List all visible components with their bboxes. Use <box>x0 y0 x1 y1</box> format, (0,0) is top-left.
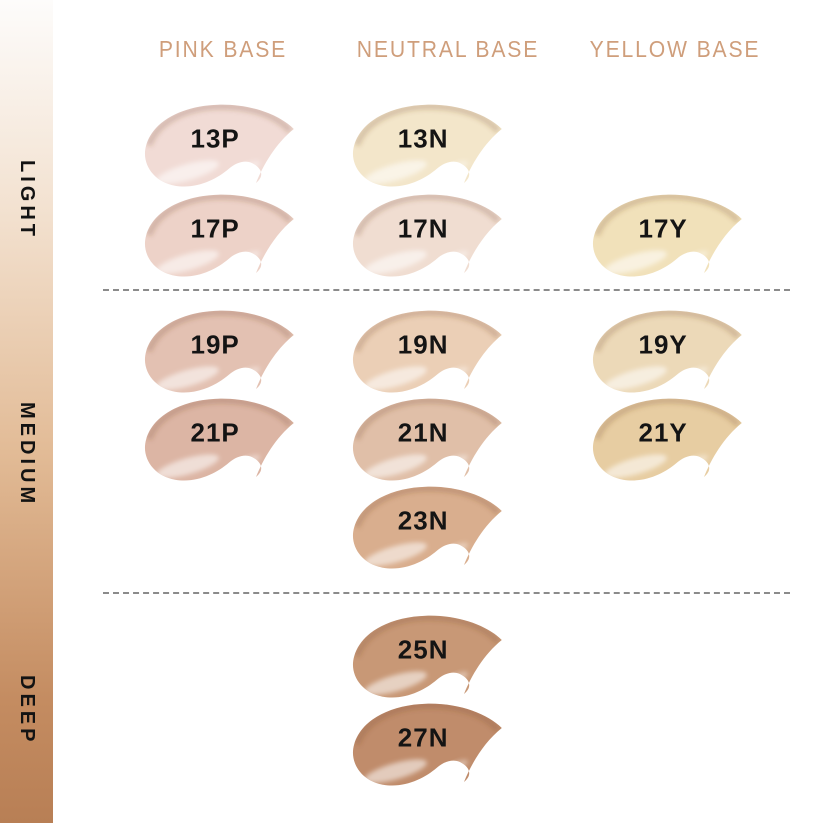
shade-label: 21N <box>397 417 449 448</box>
shade-label: 25N <box>397 634 449 665</box>
smear-gloss-highlight <box>364 759 427 784</box>
smear-shadow-edge <box>353 615 501 658</box>
shade-label: 23N <box>397 505 449 536</box>
smear-shadow-edge <box>145 194 293 237</box>
smear-gloss-highlight <box>604 250 667 275</box>
section-divider-light-medium <box>103 289 790 291</box>
smear-gloss-highlight <box>364 542 427 567</box>
depth-label-light: LIGHT <box>16 160 38 240</box>
shade-label: 13N <box>397 123 449 154</box>
smear-gloss-highlight <box>156 454 219 479</box>
smear-shadow-edge <box>145 104 293 147</box>
shade-label: 19P <box>190 329 240 360</box>
smear-gloss-highlight <box>364 671 427 696</box>
smear-gloss-highlight <box>364 160 427 185</box>
depth-gradient-bar: LIGHT MEDIUM DEEP <box>0 0 53 823</box>
shade-label: 17Y <box>638 213 688 244</box>
smear-shadow-edge <box>353 310 501 353</box>
smear-shadow-edge <box>353 486 501 529</box>
shade-label: 19Y <box>638 329 688 360</box>
shade-swatch-19y[interactable]: 19Y <box>587 306 749 400</box>
smear-shadow-edge <box>353 398 501 441</box>
shade-swatch-21p[interactable]: 21P <box>139 394 301 488</box>
smear-shadow-edge <box>593 398 741 441</box>
depth-label-deep: DEEP <box>16 674 38 746</box>
shade-label: 17P <box>190 213 240 244</box>
smear-gloss-highlight <box>604 454 667 479</box>
shade-label: 21Y <box>638 417 688 448</box>
smear-shadow-edge <box>593 310 741 353</box>
shade-swatch-13p[interactable]: 13P <box>139 100 301 194</box>
shade-swatch-19p[interactable]: 19P <box>139 306 301 400</box>
shade-swatch-25n[interactable]: 25N <box>347 611 509 705</box>
shade-swatch-17n[interactable]: 17N <box>347 190 509 284</box>
smear-gloss-highlight <box>364 366 427 391</box>
depth-label-medium: MEDIUM <box>16 402 38 508</box>
shade-label: 13P <box>190 123 240 154</box>
shade-label: 21P <box>190 417 240 448</box>
shade-swatch-17p[interactable]: 17P <box>139 190 301 284</box>
smear-shadow-edge <box>593 194 741 237</box>
smear-shadow-edge <box>145 398 293 441</box>
shade-swatch-13n[interactable]: 13N <box>347 100 509 194</box>
shade-swatch-23n[interactable]: 23N <box>347 482 509 576</box>
column-header-yellow-base: YELLOW BASE <box>589 36 761 62</box>
smear-gloss-highlight <box>364 250 427 275</box>
smear-gloss-highlight <box>156 250 219 275</box>
smear-gloss-highlight <box>156 366 219 391</box>
shade-swatch-21y[interactable]: 21Y <box>587 394 749 488</box>
smear-shadow-edge <box>353 703 501 746</box>
column-header-neutral-base: NEUTRAL BASE <box>356 36 540 62</box>
section-divider-medium-deep <box>103 592 790 594</box>
smear-shadow-edge <box>145 310 293 353</box>
shade-swatch-17y[interactable]: 17Y <box>587 190 749 284</box>
shade-swatch-19n[interactable]: 19N <box>347 306 509 400</box>
smear-gloss-highlight <box>364 454 427 479</box>
smear-shadow-edge <box>353 104 501 147</box>
shade-label: 17N <box>397 213 449 244</box>
shade-label: 27N <box>397 722 449 753</box>
column-header-pink-base: PINK BASE <box>158 36 288 62</box>
shade-label: 19N <box>397 329 449 360</box>
smear-gloss-highlight <box>156 160 219 185</box>
smear-shadow-edge <box>353 194 501 237</box>
shade-swatch-21n[interactable]: 21N <box>347 394 509 488</box>
smear-gloss-highlight <box>604 366 667 391</box>
shade-swatch-27n[interactable]: 27N <box>347 699 509 793</box>
